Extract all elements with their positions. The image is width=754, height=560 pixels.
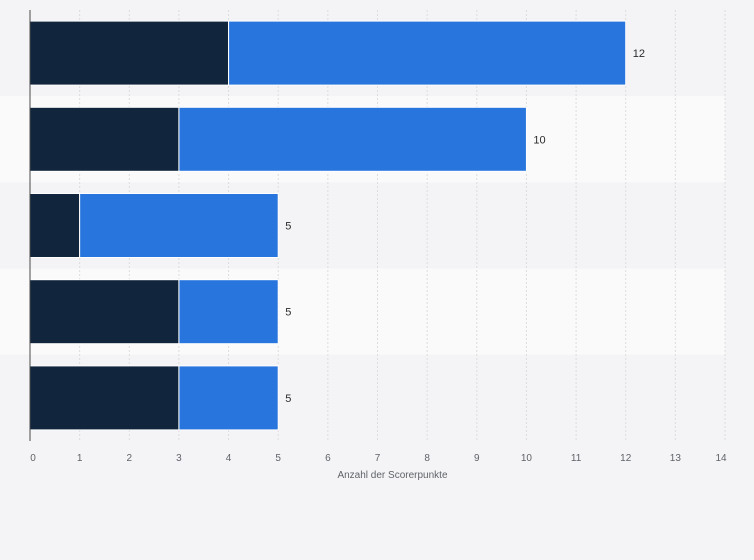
bar-segment-series-2	[178, 279, 279, 345]
x-tick-label: 0	[30, 453, 36, 464]
x-tick-label: 14	[715, 453, 727, 464]
x-tick-label: 13	[670, 453, 682, 464]
bar-segment-series-2	[79, 193, 279, 258]
bar-segment-series-2	[178, 106, 527, 172]
data-labels: 12 10 5 5 5	[285, 48, 645, 405]
data-label: 5	[285, 393, 291, 405]
bar-segment-series-1	[29, 193, 81, 258]
x-tick-label: 6	[325, 453, 331, 464]
x-tick-label: 11	[571, 453, 582, 464]
data-label: 12	[633, 48, 645, 60]
x-tick-label: 3	[176, 453, 182, 464]
x-tick-label: 8	[424, 453, 430, 464]
bar-segment-series-1	[29, 365, 180, 431]
x-tick-label: 1	[77, 453, 83, 464]
x-tick-label: 10	[521, 453, 533, 464]
bar-segment-series-2	[178, 365, 279, 431]
bar-segment-series-1	[29, 279, 180, 345]
x-axis-ticks: 0 1 2 3 4 5 6 7 8 9 10 11 12 13 14	[30, 453, 727, 464]
data-label: 10	[533, 134, 545, 146]
x-tick-label: 5	[275, 453, 281, 464]
bar-segment-series-2	[228, 20, 627, 86]
bar-segment-series-1	[29, 106, 180, 172]
x-tick-label: 4	[226, 453, 232, 464]
x-axis-title: Anzahl der Scorerpunkte	[337, 470, 448, 481]
x-tick-label: 12	[620, 453, 632, 464]
x-tick-label: 2	[127, 453, 133, 464]
x-tick-label: 7	[375, 453, 381, 464]
bar-segment-series-1	[29, 20, 230, 86]
data-label: 5	[285, 307, 291, 319]
data-label: 5	[285, 221, 291, 233]
x-tick-label: 9	[474, 453, 480, 464]
bars	[29, 20, 627, 431]
